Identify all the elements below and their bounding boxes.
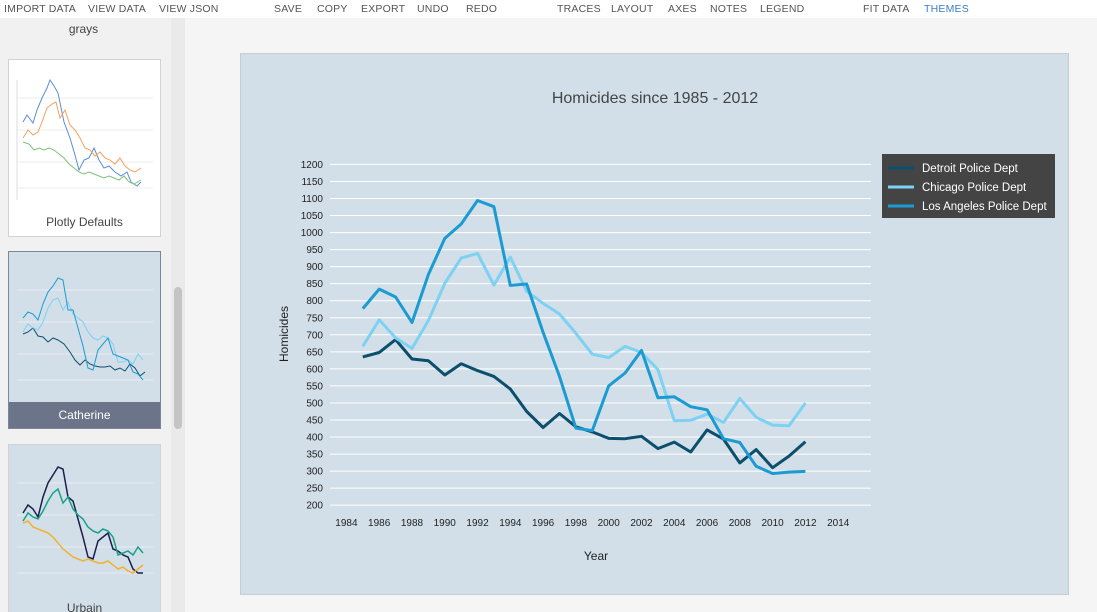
theme-label-catherine: Catherine xyxy=(9,402,160,428)
themes-sidebar: grays Plotly Defaults xyxy=(0,18,185,612)
x-tick-label: 1992 xyxy=(466,518,489,529)
fit-data-tab[interactable]: FIT DATA xyxy=(863,3,910,15)
themes-tab[interactable]: THEMES xyxy=(924,3,969,15)
x-tick-label: 2008 xyxy=(729,518,752,529)
y-tick-label: 600 xyxy=(306,364,323,375)
y-tick-label: 400 xyxy=(306,433,323,444)
y-tick-label: 1150 xyxy=(301,177,323,188)
notes-tab[interactable]: NOTES xyxy=(710,3,748,15)
chart-legend[interactable]: Detroit Police Dept Chicago Police Dept Lo… xyxy=(882,154,1055,218)
y-tick-label: 1000 xyxy=(301,228,324,239)
top-toolbar: IMPORT DATA VIEW DATA VIEW JSON SAVE COP… xyxy=(0,0,1097,18)
y-tick-label: 1050 xyxy=(301,211,324,222)
x-tick-label: 2002 xyxy=(630,518,653,529)
chart-workspace: Homicides since 1985 - 2012 200 250 300 350… xyxy=(185,18,1097,612)
line-chart: Homicides since 1985 - 2012 200 250 300 350… xyxy=(277,90,1055,563)
redo-button[interactable]: REDO xyxy=(466,3,498,15)
theme-preview-plotly-defaults xyxy=(9,60,160,210)
y-tick-label: 1100 xyxy=(301,194,323,205)
x-axis-ticks: 1984 1986 1988 1990 1992 1994 1996 1998 2000 2002… xyxy=(335,518,850,529)
x-tick-label: 2014 xyxy=(827,518,850,529)
theme-preview-urbain xyxy=(9,445,160,595)
y-axis-title: Homicides xyxy=(277,306,291,362)
theme-label-plotly-defaults: Plotly Defaults xyxy=(46,215,123,229)
y-tick-label: 450 xyxy=(306,415,323,426)
x-tick-label: 1986 xyxy=(368,518,391,529)
theme-card-catherine[interactable]: Catherine xyxy=(8,251,161,429)
layout-tab[interactable]: LAYOUT xyxy=(611,3,654,15)
undo-button[interactable]: UNDO xyxy=(417,3,449,15)
theme-card-plotly-defaults[interactable]: Plotly Defaults xyxy=(8,59,161,237)
theme-label-grays[interactable]: grays xyxy=(68,22,99,36)
y-tick-label: 1200 xyxy=(301,160,324,171)
y-tick-label: 250 xyxy=(306,484,323,495)
x-tick-label: 1996 xyxy=(532,518,555,529)
sidebar-scrollbar-thumb[interactable] xyxy=(174,287,182,429)
y-tick-label: 750 xyxy=(306,313,323,324)
copy-button[interactable]: COPY xyxy=(317,3,348,15)
x-tick-label: 1988 xyxy=(401,518,424,529)
series-line-chicago-police-dept[interactable] xyxy=(361,251,807,428)
theme-preview-catherine xyxy=(9,252,160,402)
y-axis-ticks: 200 250 300 350 400 450 500 550 600 650 700 750 800 8… xyxy=(301,160,324,512)
axes-tab[interactable]: AXES xyxy=(668,3,697,15)
legend-item-label[interactable]: Los Angeles Police Dept xyxy=(922,201,1047,213)
themes-list: grays Plotly Defaults xyxy=(0,18,170,612)
y-tick-label: 500 xyxy=(306,398,323,409)
series-line-detroit-police-dept[interactable] xyxy=(362,338,807,470)
x-tick-label: 2006 xyxy=(696,518,719,529)
y-tick-label: 300 xyxy=(306,467,323,478)
import-data-button[interactable]: IMPORT DATA xyxy=(4,3,77,15)
x-tick-label: 2004 xyxy=(663,518,686,529)
legend-tab[interactable]: LEGEND xyxy=(760,3,805,15)
x-tick-label: 2000 xyxy=(598,518,621,529)
y-tick-label: 950 xyxy=(306,245,323,256)
theme-card-urbain[interactable]: Urbain xyxy=(8,444,161,612)
view-json-button[interactable]: VIEW JSON xyxy=(159,3,219,15)
legend-item-label[interactable]: Chicago Police Dept xyxy=(922,182,1027,194)
y-tick-label: 800 xyxy=(306,296,323,307)
x-tick-label: 1994 xyxy=(499,518,522,529)
view-data-button[interactable]: VIEW DATA xyxy=(88,3,146,15)
y-tick-label: 700 xyxy=(306,330,323,341)
save-button[interactable]: SAVE xyxy=(274,3,303,15)
y-tick-label: 550 xyxy=(306,381,323,392)
series-lines xyxy=(361,199,807,475)
chart-container[interactable]: Homicides since 1985 - 2012 200 250 300 350… xyxy=(240,53,1069,595)
y-tick-label: 200 xyxy=(306,501,323,512)
x-axis-title: Year xyxy=(584,549,608,563)
export-button[interactable]: EXPORT xyxy=(361,3,406,15)
legend-item-label[interactable]: Detroit Police Dept xyxy=(922,163,1019,175)
x-tick-label: 2010 xyxy=(762,518,785,529)
chart-title: Homicides since 1985 - 2012 xyxy=(552,90,758,107)
x-tick-label: 1998 xyxy=(565,518,588,529)
y-tick-label: 850 xyxy=(306,279,323,290)
sidebar-scrollbar[interactable] xyxy=(171,18,185,612)
x-tick-label: 2012 xyxy=(794,518,817,529)
grid-lines xyxy=(330,163,871,506)
y-tick-label: 650 xyxy=(306,347,323,358)
traces-tab[interactable]: TRACES xyxy=(557,3,601,15)
y-tick-label: 900 xyxy=(306,262,323,273)
series-line-los-angeles-police-dept[interactable] xyxy=(361,199,806,475)
x-tick-label: 1990 xyxy=(434,518,457,529)
theme-label-urbain: Urbain xyxy=(66,601,103,612)
y-tick-label: 350 xyxy=(306,450,323,461)
x-tick-label: 1984 xyxy=(335,518,358,529)
